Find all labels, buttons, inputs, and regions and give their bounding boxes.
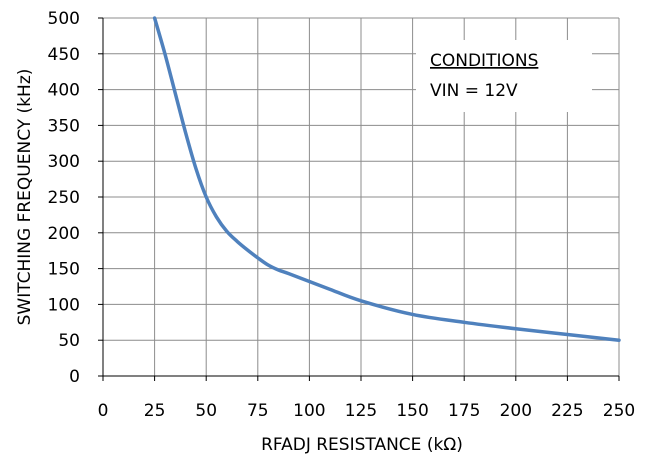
y-tick-label: 300: [48, 152, 80, 172]
y-tick-label: 100: [48, 295, 80, 315]
annotation-heading: CONDITIONS: [430, 51, 538, 71]
annotation-line: VIN = 12V: [430, 81, 518, 101]
series-line: [152, 16, 621, 342]
grid-lines: [103, 17, 620, 376]
y-tick-label: 400: [48, 81, 80, 101]
y-tick-label: 450: [48, 45, 80, 65]
x-axis-ticks: 0 25 50 75 100 125 150 175 200 225 250: [98, 376, 635, 421]
x-axis-title: RFADJ RESISTANCE (kΩ): [261, 435, 463, 455]
y-tick-label: 0: [69, 367, 80, 387]
x-tick-label: 75: [247, 401, 269, 421]
y-axis-title: SWITCHING FREQUENCY (kHz): [15, 69, 35, 326]
y-tick-label: 250: [48, 188, 80, 208]
series-group: [152, 16, 621, 342]
y-tick-label: 150: [48, 260, 80, 280]
x-tick-label: 225: [551, 401, 583, 421]
y-tick-label: 50: [58, 331, 80, 351]
x-tick-label: 250: [603, 401, 635, 421]
annotation-box: [416, 40, 592, 112]
y-axis-ticks: 0 50 100 150 200 250 300 350 400 450 500: [48, 9, 103, 387]
y-tick-label: 350: [48, 116, 80, 136]
x-tick-label: 125: [345, 401, 377, 421]
x-tick-label: 175: [448, 401, 480, 421]
x-tick-label: 25: [144, 401, 166, 421]
x-tick-label: 50: [195, 401, 217, 421]
x-tick-label: 100: [293, 401, 325, 421]
y-tick-label: 200: [48, 224, 80, 244]
x-tick-label: 150: [396, 401, 428, 421]
y-tick-label: 500: [48, 9, 80, 29]
x-tick-label: 200: [500, 401, 532, 421]
x-tick-label: 0: [98, 401, 109, 421]
